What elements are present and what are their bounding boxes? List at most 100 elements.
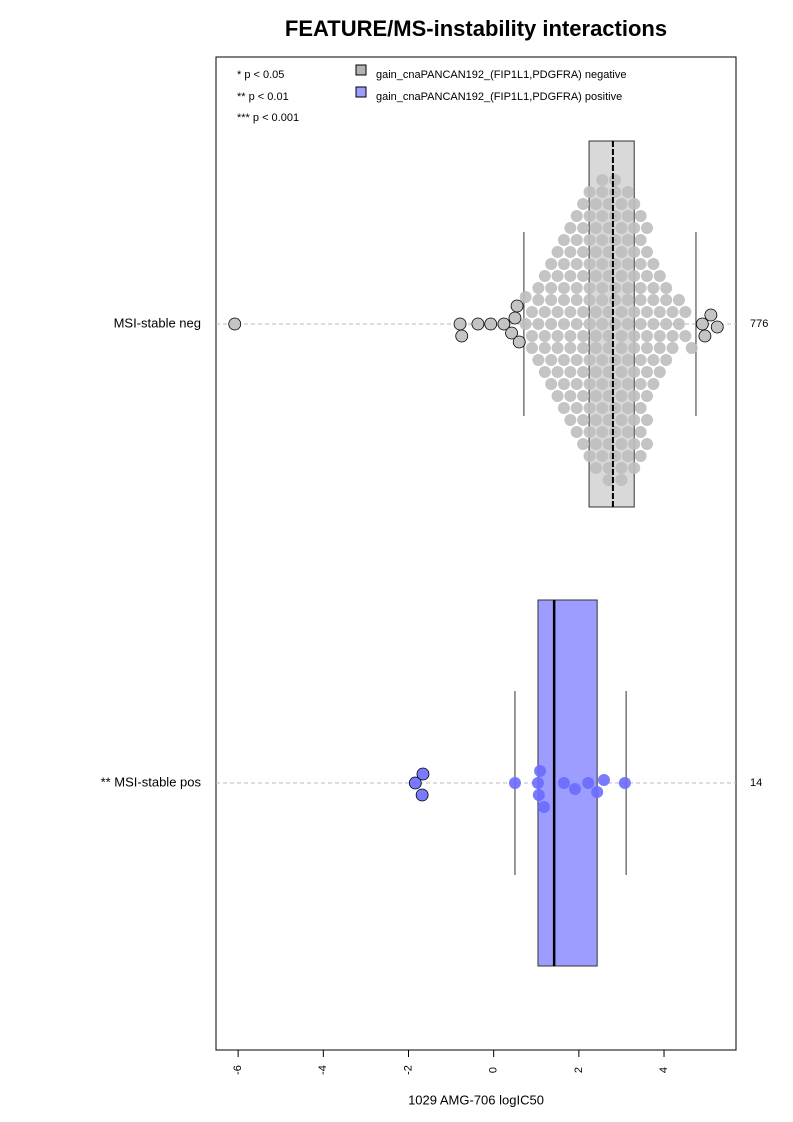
point [551,306,564,318]
point [532,354,545,366]
point [653,306,666,318]
point [557,354,570,366]
point [602,270,615,282]
point [660,282,673,294]
point [615,438,628,450]
point [570,258,583,270]
point [583,450,596,462]
point [416,767,430,781]
point [640,438,653,450]
point [545,294,558,306]
point [621,282,634,294]
point [570,318,583,330]
point [634,294,647,306]
point [564,414,577,426]
point [583,294,596,306]
point [621,258,634,270]
point [589,342,602,354]
x-tick-label: 2 [573,1067,585,1073]
point [583,318,596,330]
point [570,354,583,366]
point [577,342,590,354]
point [621,378,634,390]
point [577,246,590,258]
point [666,330,679,342]
point [582,777,595,789]
point [471,317,485,331]
point [609,450,622,462]
point [570,234,583,246]
point [519,291,532,303]
point [545,378,558,390]
point [602,474,615,486]
point [621,234,634,246]
plot-frame [215,56,737,1051]
point [634,282,647,294]
point [538,306,551,318]
point [583,186,596,198]
point [679,330,692,342]
point [526,342,539,354]
point [545,318,558,330]
point [408,776,422,790]
point [596,426,609,438]
point [557,234,570,246]
point [634,210,647,222]
point [526,330,539,342]
point [672,294,685,306]
point [583,426,596,438]
point [634,258,647,270]
point [589,198,602,210]
point [557,402,570,414]
point [634,378,647,390]
point [596,258,609,270]
point [532,282,545,294]
point [538,270,551,282]
point [557,378,570,390]
point [596,354,609,366]
point [602,222,615,234]
point [653,330,666,342]
point [564,390,577,402]
chart-title: FEATURE/MS-instability interactions [285,16,667,41]
point [602,342,615,354]
point [660,354,673,366]
point [538,342,551,354]
point [570,402,583,414]
point [710,320,724,334]
point [621,450,634,462]
point [628,462,641,474]
point [602,414,615,426]
x-tick-label: -2 [402,1065,414,1075]
count-label: 14 [750,777,762,789]
note: *** p < 0.001 [237,112,299,124]
point [634,318,647,330]
point [615,330,628,342]
point [508,777,521,789]
point [589,462,602,474]
point [557,777,570,789]
point [647,294,660,306]
point [695,317,709,331]
point [589,438,602,450]
point [583,210,596,222]
point [615,198,628,210]
point [615,306,628,318]
point [564,342,577,354]
note: * p < 0.05 [237,69,284,81]
point [640,246,653,258]
point [415,788,429,802]
point [596,378,609,390]
point [628,438,641,450]
point [545,282,558,294]
point [609,354,622,366]
x-axis-label: 1029 AMG-706 logIC50 [408,1092,544,1107]
point [602,462,615,474]
point [570,282,583,294]
point [551,342,564,354]
point [621,186,634,198]
point [564,222,577,234]
point [660,318,673,330]
point [615,390,628,402]
point [570,210,583,222]
